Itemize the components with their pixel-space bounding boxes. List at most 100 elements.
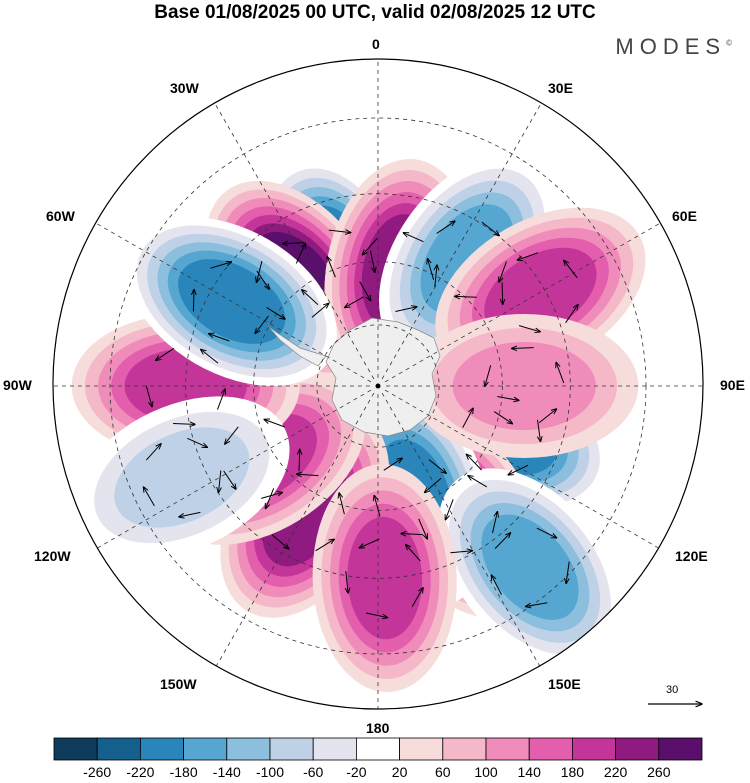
lon-label-90w: 90W xyxy=(3,377,32,393)
wind-arrow xyxy=(302,290,319,305)
wind-arrow xyxy=(145,444,161,461)
wind-arrow xyxy=(556,362,565,384)
reference-vector-label: 30 xyxy=(666,684,679,696)
brand-mark: © xyxy=(726,38,732,48)
wind-arrow xyxy=(492,512,498,534)
colorbar-swatch xyxy=(269,737,314,761)
wind-arrow xyxy=(210,262,231,269)
wind-arrow xyxy=(497,396,519,401)
colorbar-tick-label: -140 xyxy=(212,764,241,780)
lon-label-60e: 60E xyxy=(672,208,697,224)
colorbar-swatch xyxy=(226,737,271,761)
colorbar xyxy=(53,737,703,761)
anomaly-contour xyxy=(114,427,250,528)
wind-arrow xyxy=(345,296,364,308)
wind-arrow xyxy=(435,265,437,287)
colorbar-swatch xyxy=(615,737,660,761)
wind-arrow xyxy=(362,238,378,255)
meridian-line xyxy=(96,389,372,549)
lon-label-90e: 90E xyxy=(720,377,745,393)
wind-arrow xyxy=(255,315,269,333)
wind-arrow xyxy=(418,518,428,539)
wind-arrow xyxy=(359,538,380,548)
wind-arrow xyxy=(209,334,230,342)
colorbar-tick-label: 20 xyxy=(391,764,408,780)
wind-arrow xyxy=(502,282,503,304)
wind-arrow xyxy=(179,511,201,517)
wind-arrow xyxy=(383,458,402,471)
colorbar-tick-label: 140 xyxy=(517,764,541,780)
colorbar-swatch xyxy=(96,737,141,761)
wind-arrow xyxy=(566,561,570,584)
lon-label-60w: 60W xyxy=(46,208,75,224)
lon-label-30w: 30W xyxy=(170,80,199,96)
map-title: Base 01/08/2025 00 UTC, valid 02/08/2025… xyxy=(154,2,596,23)
wind-arrow xyxy=(428,259,435,280)
wind-arrow xyxy=(406,545,421,562)
meridian-line xyxy=(215,392,375,668)
lon-label-30e: 30E xyxy=(548,80,573,96)
wind-arrow xyxy=(217,389,226,410)
map-border xyxy=(52,58,704,710)
wind-arrow xyxy=(565,305,578,324)
wind-arrow xyxy=(173,424,195,425)
brand-logo: MODES© xyxy=(615,34,732,60)
parallel-circle xyxy=(316,324,440,448)
south-pole-marker xyxy=(375,383,381,389)
wind-arrow xyxy=(455,296,477,297)
colorbar-tick-label: 60 xyxy=(435,764,451,780)
wind-arrow xyxy=(403,233,424,243)
wind-arrow xyxy=(485,365,492,386)
colorbar-swatch xyxy=(528,737,573,761)
wind-arrow xyxy=(526,602,548,607)
wind-arrow xyxy=(187,437,207,447)
wind-arrow xyxy=(538,409,556,423)
lon-label-180: 180 xyxy=(366,720,390,736)
meridian-line xyxy=(384,223,660,383)
wind-arrow xyxy=(494,533,510,549)
wind-arrow xyxy=(445,499,454,520)
wind-arrow xyxy=(374,495,381,517)
wind-arrow xyxy=(450,551,472,553)
wind-arrow xyxy=(256,270,270,289)
wind-arrow xyxy=(481,221,499,236)
wind-arrow xyxy=(508,464,529,475)
parallel-circle xyxy=(109,117,647,655)
wind-arrow xyxy=(538,419,541,442)
colorbar-tick-label: -60 xyxy=(303,764,324,780)
colorbar-swatch xyxy=(485,737,530,761)
colorbar-swatch xyxy=(355,737,400,761)
colorbar-tick-label: -20 xyxy=(346,764,367,780)
wind-arrow xyxy=(499,261,507,283)
wind-arrow xyxy=(462,408,473,428)
wind-arrow xyxy=(225,426,239,444)
lon-label-120e: 120E xyxy=(675,548,708,564)
wind-arrow xyxy=(271,534,289,549)
colorbar-tick-label: -100 xyxy=(255,764,285,780)
wind-arrow xyxy=(283,243,305,244)
colorbar-swatch xyxy=(658,737,703,761)
wind-arrow xyxy=(370,250,375,273)
colorbar-tick-label: 220 xyxy=(603,764,628,780)
lon-label-150e: 150E xyxy=(548,676,581,692)
colorbar-swatch xyxy=(53,737,98,761)
wind-arrow xyxy=(261,492,282,499)
colorbar-tick-label: 260 xyxy=(647,764,671,780)
wind-arrow xyxy=(223,470,236,489)
wind-arrow xyxy=(299,449,300,472)
wind-arrow xyxy=(359,281,371,301)
colorbar-tick-label: 100 xyxy=(474,764,498,780)
colorbar-swatch xyxy=(139,737,184,761)
wind-arrow xyxy=(491,575,502,595)
wind-arrow xyxy=(297,474,319,476)
colorbar-swatch xyxy=(442,737,487,761)
lon-label-0: 0 xyxy=(372,36,380,52)
wind-arrow xyxy=(315,539,335,552)
anomaly-contour xyxy=(347,516,423,640)
colorbar-swatch xyxy=(572,737,617,761)
wind-arrow xyxy=(257,260,263,282)
meridian-line xyxy=(384,389,660,549)
colorbar-swatch xyxy=(312,737,357,761)
wind-arrow xyxy=(311,303,329,318)
